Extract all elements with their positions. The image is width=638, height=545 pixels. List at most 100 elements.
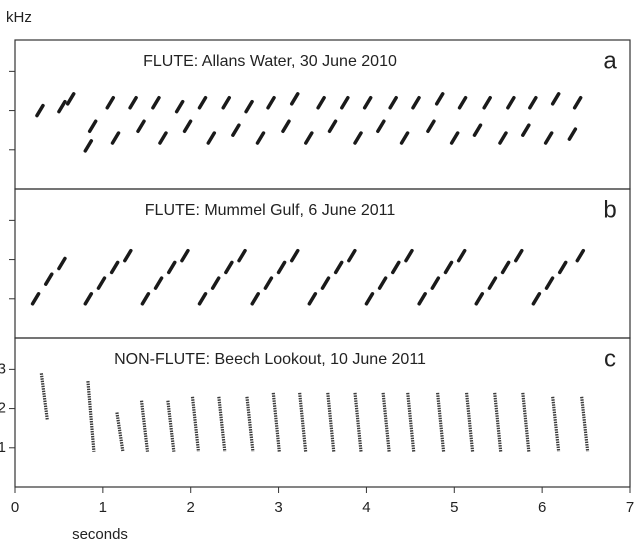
- panel-letter: a: [603, 47, 617, 74]
- y-axis-label: kHz: [6, 9, 32, 26]
- x-tick-label: 7: [626, 499, 634, 516]
- note-stroke: [550, 92, 561, 106]
- note-stroke: [333, 260, 344, 275]
- note-stroke: [304, 131, 314, 145]
- note-stroke: [266, 95, 276, 110]
- note-stroke: [474, 292, 484, 306]
- note-stroke: [381, 392, 391, 452]
- note-stroke: [391, 260, 401, 275]
- note-stroke: [377, 276, 388, 290]
- note-stroke: [417, 292, 427, 306]
- note-stroke: [443, 260, 454, 275]
- note-stroke: [255, 131, 266, 145]
- note-stroke: [151, 95, 161, 110]
- note-stroke: [110, 131, 121, 145]
- note-stroke: [347, 248, 357, 263]
- note-stroke: [521, 392, 531, 452]
- x-tick-label: 2: [187, 499, 195, 516]
- note-stroke: [166, 400, 176, 452]
- note-stroke: [123, 248, 133, 263]
- note-stroke: [528, 95, 538, 110]
- panel-letter: c: [604, 345, 616, 372]
- note-stroke: [44, 272, 54, 286]
- note-stroke: [353, 131, 363, 145]
- note-stroke: [307, 292, 318, 306]
- note-stroke: [245, 396, 255, 452]
- note-stroke: [430, 276, 441, 290]
- note-stroke: [434, 92, 445, 106]
- panel-letter: b: [603, 196, 616, 223]
- note-stroke: [353, 392, 363, 452]
- note-stroke: [487, 276, 498, 290]
- note-stroke: [531, 292, 542, 306]
- note-stroke: [210, 276, 221, 290]
- note-stroke: [572, 95, 583, 110]
- note-stroke: [35, 103, 45, 118]
- note-stroke: [115, 412, 125, 452]
- note-stroke: [376, 119, 386, 134]
- note-stroke: [83, 139, 94, 153]
- note-stroke: [271, 392, 281, 452]
- note-stroke: [139, 400, 150, 452]
- note-stroke: [406, 392, 416, 452]
- note-stroke: [327, 119, 338, 134]
- note-stroke: [411, 95, 421, 110]
- x-tick-label: 5: [450, 499, 458, 516]
- note-stroke: [340, 95, 350, 110]
- note-stroke: [153, 276, 164, 290]
- note-stroke: [65, 92, 76, 106]
- note-stroke: [464, 392, 475, 452]
- note-stroke: [263, 276, 274, 290]
- note-stroke: [290, 92, 300, 106]
- note-stroke: [426, 119, 436, 134]
- note-stroke: [206, 131, 217, 145]
- note-stroke: [190, 396, 201, 452]
- note-stroke: [244, 99, 254, 114]
- note-stroke: [557, 260, 568, 275]
- x-tick-label: 1: [99, 499, 107, 516]
- note-stroke: [86, 380, 96, 452]
- note-stroke: [436, 392, 446, 452]
- note-stroke: [197, 292, 208, 306]
- note-stroke: [174, 99, 185, 114]
- panel-title: FLUTE: Allans Water, 30 June 2010: [143, 53, 397, 70]
- note-stroke: [182, 119, 193, 134]
- note-stroke: [180, 248, 190, 263]
- x-tick-label: 0: [11, 499, 19, 516]
- x-axis-label: seconds: [72, 526, 128, 543]
- note-stroke: [456, 248, 467, 263]
- x-tick-label: 4: [362, 499, 370, 516]
- note-stroke: [224, 260, 234, 275]
- note-stroke: [580, 396, 590, 452]
- note-stroke: [388, 95, 398, 110]
- note-stroke: [544, 276, 555, 290]
- note-stroke: [472, 123, 483, 137]
- y-tick-label: 1: [0, 439, 6, 456]
- y-tick-label: 2: [0, 400, 6, 417]
- note-stroke: [506, 95, 516, 110]
- panel-frame: [14, 337, 631, 488]
- note-stroke: [136, 119, 146, 134]
- note-stroke: [96, 276, 107, 290]
- note-stroke: [197, 95, 208, 110]
- x-tick-label: 6: [538, 499, 546, 516]
- note-stroke: [521, 123, 531, 137]
- note-stroke: [217, 396, 227, 452]
- note-stroke: [167, 260, 177, 275]
- note-stroke: [39, 373, 49, 421]
- x-tick-label: 3: [274, 499, 282, 516]
- note-stroke: [158, 131, 168, 145]
- note-stroke: [276, 260, 287, 275]
- note-stroke: [140, 292, 151, 306]
- note-stroke: [221, 95, 231, 110]
- note-stroke: [320, 276, 331, 290]
- note-stroke: [298, 392, 308, 452]
- note-stroke: [514, 248, 524, 263]
- note-stroke: [109, 260, 120, 275]
- note-stroke: [105, 95, 115, 110]
- note-stroke: [500, 260, 511, 275]
- note-stroke: [250, 292, 260, 306]
- note-stroke: [326, 392, 336, 452]
- note-stroke: [493, 392, 503, 452]
